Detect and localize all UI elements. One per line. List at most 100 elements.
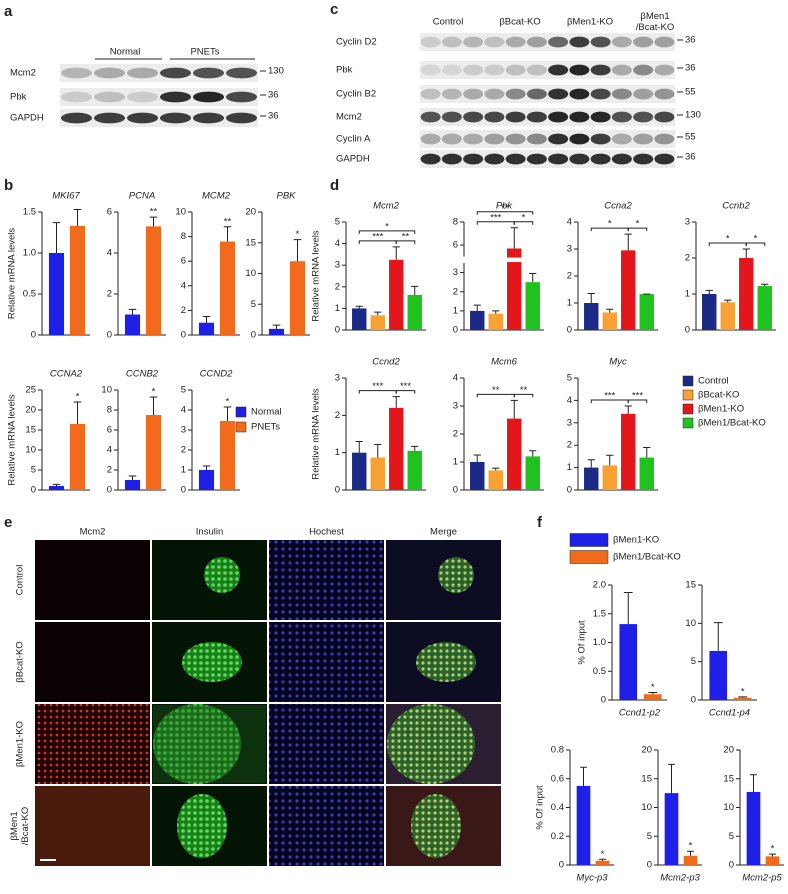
blot-strip [420,33,675,51]
bar [352,452,367,490]
image-row-label: /Bcat-KO [20,807,31,846]
bar [683,855,698,865]
y-tick-label: 4 [107,248,112,259]
significance: * [651,682,655,693]
marker-label: 130 [268,66,284,77]
y-tick-label: 6 [453,240,458,251]
significance-bracket [627,227,648,232]
blot-band [611,133,632,145]
x-axis-label: Myc-p3 [576,873,608,884]
significance: ** [224,216,232,227]
blot-band [441,111,462,123]
significance: *** [604,391,615,402]
bar [621,250,636,330]
error-bar [648,692,658,695]
blot-band [126,112,159,124]
error-bar [599,858,606,861]
y-tick-label: 1 [685,289,690,300]
blot-band [611,36,632,48]
bar [639,294,654,330]
blot-strip [420,130,675,148]
y-tick-label: 20 [641,745,652,756]
marker-label: 36 [685,35,696,46]
bar [739,258,754,330]
bar [268,328,285,335]
y-tick-label: 10 [25,445,36,456]
blot-band [633,36,654,48]
y-label-group: % Of input [535,785,546,830]
blot-band [526,133,547,145]
y-tick-label: 1 [453,305,458,316]
y-tick-label: 0 [107,485,112,496]
blot-band [590,133,611,145]
image-column-label: Hochest [309,527,344,538]
blot-band [93,67,126,79]
significance: * [522,212,526,223]
image-row-label-group: βBcat-KO [15,641,26,682]
bar [389,259,404,330]
blot-band [633,111,654,123]
blot-band [505,111,526,123]
blot-row-label: Mcm2 [336,112,362,123]
blot-group-label: βMen1 [640,11,669,22]
significance: *** [372,381,383,392]
blot-band [526,153,547,165]
y-tick-label: 0 [601,695,606,706]
y-axis-label: Relative mRNA levels [311,388,322,480]
bar [389,407,404,490]
y-tick-label: 6 [107,207,112,218]
error-bar [392,396,400,408]
y-tick-label: 3 [181,425,186,436]
blot-band [484,153,505,165]
blot-band [60,67,93,79]
y-tick-label: 0.6 [551,773,564,784]
blot-band [159,67,192,79]
y-tick-label: 10 [723,802,734,813]
blot-band [505,64,526,76]
y-label-group: Relative mRNA levels [7,228,18,320]
error-bar [687,850,694,856]
bar [407,450,422,490]
error-bar [374,443,382,458]
error-bar [510,399,518,419]
blot-band [420,88,441,100]
plot-title: CCNB2 [126,369,159,380]
blot-group-label: PNETs [190,47,219,58]
y-tick-label: 2 [335,410,340,421]
blot-band [463,36,484,48]
blot-band [463,111,484,123]
plot-title: Mcm2 [373,201,400,212]
blot-band [225,112,258,124]
blot-band [654,64,675,76]
error-bar [149,396,158,415]
error-bar [761,283,769,287]
plot-title: Ccnd2 [372,357,400,368]
blot-group-label: /Bcat-KO [636,22,675,33]
legend-label: βBcat-KO [698,390,739,401]
error-bar [623,591,633,625]
bar [507,248,522,330]
image-row-label: βMen1-KO [15,721,26,767]
y-tick-label: 15 [641,773,652,784]
bar [145,226,162,335]
y-tick-label: 8 [181,231,186,242]
y-tick-label: 4 [567,395,572,406]
bar [584,467,599,490]
y-tick-label: 0 [559,860,564,871]
legend-swatch [682,417,694,429]
y-tick-label: 0.8 [551,745,564,756]
legend-label: βMen1/Bcat-KO [613,552,681,563]
blot-band [420,111,441,123]
error-bar [293,239,302,262]
y-tick-label: 10 [175,207,186,218]
islet [177,794,227,858]
y-tick-label: 2 [567,271,572,282]
significance: * [726,234,730,245]
blot-band [505,153,526,165]
significance-bracket [395,390,416,394]
blot-band [441,88,462,100]
error-bar [202,465,211,470]
blot-band [654,111,675,123]
bar [619,624,638,700]
bar [145,415,162,490]
